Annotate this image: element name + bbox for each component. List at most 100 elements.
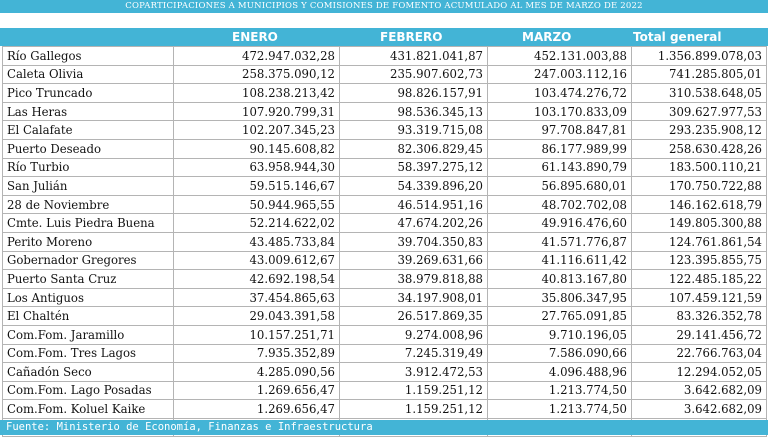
cell-marzo: 61.143.890,79	[487, 157, 632, 178]
cell-total: 1.356.899.078,03	[631, 46, 767, 66]
cell-enero: 107.920.799,31	[173, 101, 340, 122]
table-row: San Julián 59.515.146,67 54.339.896,20 56.8…	[2, 176, 767, 196]
table-row: Puerto Santa Cruz 42.692.198,54 38.979.818…	[2, 269, 767, 289]
header-enero: ENERO	[232, 30, 278, 44]
table-row: Puerto Deseado 90.145.608,82 82.306.829,45…	[2, 138, 767, 159]
cell-marzo: 56.895.680,01	[487, 176, 632, 196]
source-note: Fuente: Ministerio de Economía, Finanzas…	[0, 420, 768, 435]
header-marzo: MARZO	[522, 30, 572, 44]
cell-marzo: 103.170.833,09	[487, 101, 632, 122]
cell-total: 309.627.977,53	[631, 101, 767, 122]
cell-marzo: 41.571.776,87	[487, 231, 632, 252]
municipality-name: Río Gallegos	[2, 46, 174, 66]
cell-febrero: 98.536.345,13	[339, 101, 488, 122]
cell-total: 149.805.300,88	[631, 213, 767, 233]
cell-enero: 108.238.213,42	[173, 83, 340, 103]
table-row: Los Antiguos 37.454.865,63 34.197.908,01 35…	[2, 287, 767, 308]
cell-enero: 52.214.622,02	[173, 213, 340, 233]
municipality-name: El Chaltén	[2, 306, 174, 326]
cell-total: 170.750.722,88	[631, 176, 767, 196]
cell-marzo: 9.710.196,05	[487, 324, 632, 345]
cell-total: 310.538.648,05	[631, 83, 767, 103]
table-row: Pico Truncado 108.238.213,42 98.826.157,91…	[2, 83, 767, 103]
table-row: Com.Fom. Koluel Kaike 1.269.656,47 1.159.2…	[2, 399, 767, 419]
cell-febrero: 98.826.157,91	[339, 83, 488, 103]
table-title: COPARTICIPACIONES A MUNICIPIOS Y COMISIO…	[0, 0, 768, 13]
cell-total: 123.395.855,75	[631, 250, 767, 271]
cell-marzo: 103.474.276,72	[487, 83, 632, 103]
municipality-name: Com.Fom. Koluel Kaike	[2, 399, 174, 419]
municipality-name: Gobernador Gregores	[2, 250, 174, 271]
municipality-name: Cmte. Luis Piedra Buena	[2, 213, 174, 233]
municipality-name: Perito Moreno	[2, 231, 174, 252]
cell-total: 293.235.908,12	[631, 120, 767, 140]
cell-febrero: 39.704.350,83	[339, 231, 488, 252]
table-row: Las Heras 107.920.799,31 98.536.345,13 103.…	[2, 101, 767, 122]
header-total-general: Total general	[633, 30, 722, 44]
table-row: 28 de Noviembre 50.944.965,55 46.514.951,1…	[2, 194, 767, 215]
cell-febrero: 9.274.008,96	[339, 324, 488, 345]
cell-total: 146.162.618,79	[631, 194, 767, 215]
cell-enero: 42.692.198,54	[173, 269, 340, 289]
municipality-name: 28 de Noviembre	[2, 194, 174, 215]
cell-enero: 258.375.090,12	[173, 64, 340, 85]
cell-marzo: 27.765.091,85	[487, 306, 632, 326]
cell-total: 183.500.110,21	[631, 157, 767, 178]
cell-febrero: 26.517.869,35	[339, 306, 488, 326]
municipality-name: Com.Fom. Jaramillo	[2, 324, 174, 345]
cell-enero: 10.157.251,71	[173, 324, 340, 345]
cell-enero: 102.207.345,23	[173, 120, 340, 140]
column-header-band: ENERO FEBRERO MARZO Total general	[0, 28, 768, 46]
cell-febrero: 235.907.602,73	[339, 64, 488, 85]
table-row: Caleta Olivia 258.375.090,12 235.907.602,7…	[2, 64, 767, 85]
cell-enero: 1.269.656,47	[173, 380, 340, 401]
municipality-name: San Julián	[2, 176, 174, 196]
cell-febrero: 82.306.829,45	[339, 138, 488, 159]
cell-total: 124.761.861,54	[631, 231, 767, 252]
cell-marzo: 4.096.488,96	[487, 362, 632, 382]
cell-total: 107.459.121,59	[631, 287, 767, 308]
table-row: Com.Fom. Tres Lagos 7.935.352,89 7.245.319…	[2, 343, 767, 364]
municipality-name: Los Antiguos	[2, 287, 174, 308]
cell-febrero: 93.319.715,08	[339, 120, 488, 140]
cell-marzo: 48.702.702,08	[487, 194, 632, 215]
cell-enero: 1.269.656,47	[173, 399, 340, 419]
cell-enero: 7.935.352,89	[173, 343, 340, 364]
municipality-name: Com.Fom. Tres Lagos	[2, 343, 174, 364]
table-row: Com.Fom. Jaramillo 10.157.251,71 9.274.008…	[2, 324, 767, 345]
cell-febrero: 431.821.041,87	[339, 46, 488, 66]
cell-febrero: 7.245.319,49	[339, 343, 488, 364]
cell-marzo: 40.813.167,80	[487, 269, 632, 289]
cell-marzo: 41.116.611,42	[487, 250, 632, 271]
cell-febrero: 1.159.251,12	[339, 380, 488, 401]
municipality-name: Puerto Deseado	[2, 138, 174, 159]
cell-marzo: 35.806.347,95	[487, 287, 632, 308]
cell-marzo: 452.131.003,88	[487, 46, 632, 66]
cell-marzo: 247.003.112,16	[487, 64, 632, 85]
cell-marzo: 97.708.847,81	[487, 120, 632, 140]
cell-total: 83.326.352,78	[631, 306, 767, 326]
header-febrero: FEBRERO	[380, 30, 443, 44]
cell-febrero: 3.912.472,53	[339, 362, 488, 382]
cell-enero: 90.145.608,82	[173, 138, 340, 159]
table-row: Cmte. Luis Piedra Buena 52.214.622,02 47.6…	[2, 213, 767, 233]
municipality-name: Río Turbio	[2, 157, 174, 178]
municipality-name: El Calafate	[2, 120, 174, 140]
municipality-name: Com.Fom. Lago Posadas	[2, 380, 174, 401]
cell-total: 741.285.805,01	[631, 64, 767, 85]
table-row: El Chaltén 29.043.391,58 26.517.869,35 27.7…	[2, 306, 767, 326]
municipality-name: Caleta Olivia	[2, 64, 174, 85]
cell-enero: 50.944.965,55	[173, 194, 340, 215]
cell-total: 12.294.052,05	[631, 362, 767, 382]
table-row: Río Gallegos 472.947.032,28 431.821.041,87…	[2, 46, 767, 66]
table-row: Perito Moreno 43.485.733,84 39.704.350,83 4…	[2, 231, 767, 252]
cell-marzo: 1.213.774,50	[487, 399, 632, 419]
cell-total: 122.485.185,22	[631, 269, 767, 289]
cell-marzo: 86.177.989,99	[487, 138, 632, 159]
cell-febrero: 1.159.251,12	[339, 399, 488, 419]
municipality-name: Pico Truncado	[2, 83, 174, 103]
table-row: Río Turbio 63.958.944,30 58.397.275,12 61.1…	[2, 157, 767, 178]
cell-febrero: 38.979.818,88	[339, 269, 488, 289]
cell-total: 29.141.456,72	[631, 324, 767, 345]
